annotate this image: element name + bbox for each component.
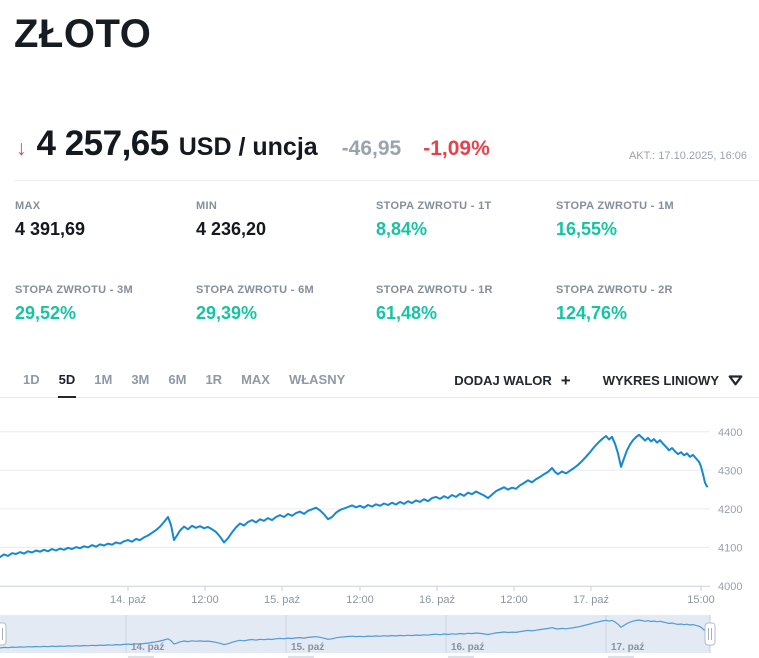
stat-label: STOPA ZWROTU - 1M xyxy=(556,200,674,212)
divider xyxy=(14,180,759,181)
navigator-date-label: 16. paź xyxy=(451,642,484,653)
stat-label: STOPA ZWROTU - 3M xyxy=(15,284,133,296)
stat-min: MIN 4 236,20 xyxy=(196,200,376,284)
x-axis-label: 14. paź xyxy=(110,594,146,606)
tab-range-1m[interactable]: 1M xyxy=(94,372,113,387)
stat-return-1m: STOPA ZWROTU - 1M 16,55% xyxy=(556,200,736,284)
tab-range-max[interactable]: MAX xyxy=(241,372,270,387)
price-row: ↓ 4 257,65 USD / uncja -46,95 -1,09% xyxy=(16,124,490,164)
stat-value: 4 236,20 xyxy=(196,219,267,239)
navigator-band xyxy=(0,615,710,653)
tab-range-5d[interactable]: 5D xyxy=(57,366,77,398)
stat-return-3m: STOPA ZWROTU - 3M 29,52% xyxy=(15,284,196,368)
stat-return-6m: STOPA ZWROTU - 6M 29,39% xyxy=(196,284,376,368)
x-axis-label: 12:00 xyxy=(346,594,374,606)
chart-type-label: WYKRES LINIOWY xyxy=(602,373,719,388)
last-update-timestamp: AKT.: 17.10.2025, 16:06 xyxy=(628,150,747,162)
tab-range-6m[interactable]: 6M xyxy=(168,372,187,387)
tab-range-1r[interactable]: 1R xyxy=(205,372,223,387)
price-unit: USD / uncja xyxy=(178,133,318,161)
y-axis-label: 4100 xyxy=(718,542,742,554)
navigator-date-label: 14. paź xyxy=(131,642,164,653)
plus-icon: + xyxy=(560,371,571,390)
y-axis-label: 4400 xyxy=(718,427,742,439)
range-tabs: 1D 5D 1M 3M 6M 1R MAX WŁASNY xyxy=(22,366,346,398)
stat-value: 61,48% xyxy=(376,303,438,323)
navigator-cutoff-mark xyxy=(448,656,474,658)
toolbar-right-controls: DODAJ WALOR + WYKRES LINIOWY xyxy=(454,371,743,390)
y-axis-label: 4000 xyxy=(718,581,742,593)
price-line-chart[interactable]: 4400 4300 4200 4100 4000 14. paź 12:00 15. paź 1… xyxy=(0,404,759,610)
page-title: ZŁOTO xyxy=(14,12,152,56)
stat-label: MAX xyxy=(15,200,41,212)
x-axis-label: 12:00 xyxy=(191,594,219,606)
stat-label: STOPA ZWROTU - 2R xyxy=(556,284,673,296)
stat-label: STOPA ZWROTU - 6M xyxy=(196,284,314,296)
stat-label: STOPA ZWROTU - 1T xyxy=(376,200,492,212)
chart-type-dropdown[interactable]: WYKRES LINIOWY xyxy=(603,373,743,388)
stats-grid: MAX 4 391,69 MIN 4 236,20 STOPA ZWROTU -… xyxy=(15,200,736,368)
x-axis-label: 17. paź xyxy=(573,594,609,606)
tab-range-3m[interactable]: 3M xyxy=(131,372,150,387)
stat-value: 16,55% xyxy=(556,219,618,239)
price-change: -46,95 xyxy=(341,137,402,160)
y-axis-label: 4300 xyxy=(718,465,742,477)
x-axis-label: 16. paź xyxy=(419,594,455,606)
x-axis-label: 12:00 xyxy=(500,594,528,606)
triangle-down-icon xyxy=(728,375,743,386)
add-asset-button[interactable]: DODAJ WALOR + xyxy=(454,371,571,390)
y-axis-label: 4200 xyxy=(718,504,742,516)
stat-return-1t: STOPA ZWROTU - 1T 8,84% xyxy=(376,200,556,284)
add-asset-label: DODAJ WALOR xyxy=(454,373,552,388)
tab-range-wlasny[interactable]: WŁASNY xyxy=(288,372,346,387)
navigator-handle-right[interactable] xyxy=(704,622,716,646)
stat-value: 124,76% xyxy=(556,303,628,323)
navigator-line-series xyxy=(0,619,708,649)
chart-toolbar: 1D 5D 1M 3M 6M 1R MAX WŁASNY DODAJ WALOR… xyxy=(0,366,759,398)
navigator-date-label: 17. paź xyxy=(611,642,644,653)
price-line-series xyxy=(0,433,708,559)
stat-value: 8,84% xyxy=(376,219,428,239)
stat-max: MAX 4 391,69 xyxy=(15,200,196,284)
navigator-cutoff-mark xyxy=(608,656,634,658)
navigator-date-label: 15. paź xyxy=(291,642,324,653)
stat-label: MIN xyxy=(196,200,218,212)
stat-return-2r: STOPA ZWROTU - 2R 124,76% xyxy=(556,284,736,368)
x-axis-label: 15:00 xyxy=(687,594,715,606)
price-down-arrow-icon: ↓ xyxy=(16,137,27,160)
x-axis-label: 15. paź xyxy=(264,594,300,606)
stat-value: 29,39% xyxy=(196,303,258,323)
price-change-percent: -1,09% xyxy=(423,137,490,160)
navigator-cutoff-mark xyxy=(288,656,314,658)
stat-value: 29,52% xyxy=(15,303,77,323)
stat-label: STOPA ZWROTU - 1R xyxy=(376,284,493,296)
current-price: 4 257,65 xyxy=(36,124,170,163)
chart-range-navigator[interactable]: 14. paź 15. paź 16. paź 17. paź xyxy=(0,614,759,658)
navigator-cutoff-mark xyxy=(128,656,154,658)
tab-range-1d[interactable]: 1D xyxy=(23,372,40,387)
stat-return-1r: STOPA ZWROTU - 1R 61,48% xyxy=(376,284,556,368)
stat-value: 4 391,69 xyxy=(15,219,86,239)
